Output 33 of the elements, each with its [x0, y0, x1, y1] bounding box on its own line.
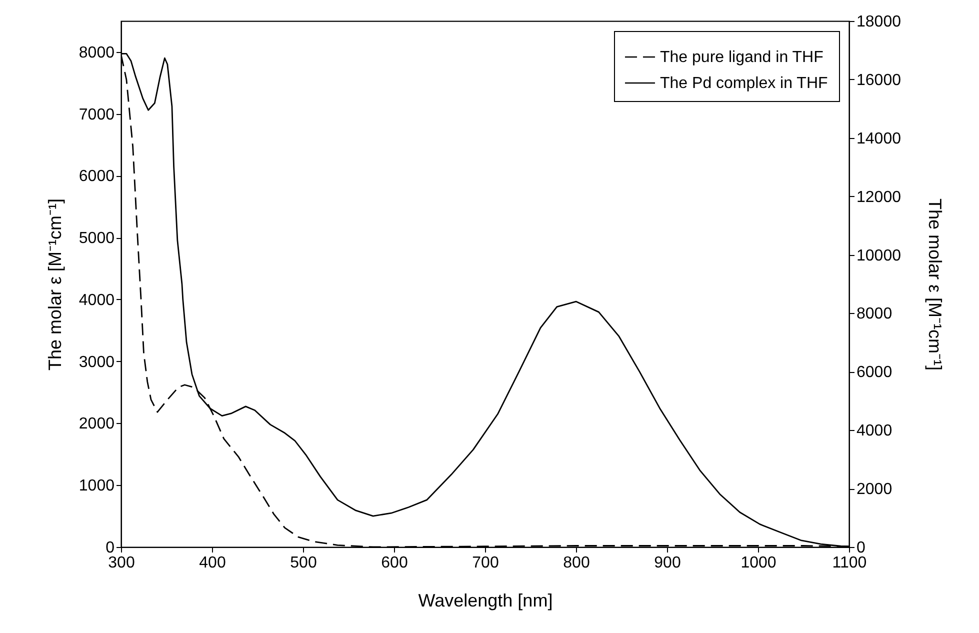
x-tick-label: 1100: [832, 554, 867, 572]
y-tick-label: 3000: [78, 354, 115, 371]
y-tick-label: 7000: [78, 106, 115, 124]
legend-label: The Pd complex in THF: [660, 75, 828, 92]
legend-label: The pure ligand in THF: [660, 49, 824, 66]
x-tick-label: 600: [381, 554, 408, 572]
y2-tick-label: 8000: [856, 306, 892, 323]
y-tick-label: 0: [106, 540, 115, 556]
x-tick-label: 700: [472, 554, 499, 572]
x-tick-label: 900: [654, 554, 681, 572]
y2-axis-title: The molar ε [M⁻¹cm⁻¹]: [924, 198, 945, 371]
y-tick-label: 2000: [78, 416, 115, 433]
x-tick-label: 400: [199, 554, 226, 572]
y-tick-label: 4000: [78, 292, 115, 309]
y-tick-label: 1000: [78, 478, 115, 495]
x-tick-label: 800: [563, 554, 590, 572]
x-tick-label: 500: [290, 554, 317, 572]
y2-tick-label: 12000: [856, 188, 902, 206]
x-tick-label: 300: [108, 554, 135, 572]
y2-tick-label: 6000: [856, 364, 892, 382]
y2-tick-label: 16000: [856, 72, 902, 89]
y2-tick-label: 18000: [856, 14, 902, 30]
y-tick-label: 5000: [78, 230, 115, 248]
x-axis-title: Wavelength [nm]: [418, 590, 553, 610]
y-tick-label: 8000: [78, 44, 115, 62]
y2-tick-label: 4000: [856, 422, 892, 440]
y2-tick-label: 14000: [856, 130, 902, 148]
y-tick-label: 6000: [78, 168, 115, 186]
y-axis-title: The molar ε [M⁻¹cm⁻¹]: [44, 198, 65, 371]
y2-tick-label: 0: [856, 540, 866, 556]
x-tick-label: 1000: [740, 554, 776, 572]
y2-tick-label: 2000: [856, 481, 892, 498]
y2-tick-label: 10000: [856, 247, 902, 264]
